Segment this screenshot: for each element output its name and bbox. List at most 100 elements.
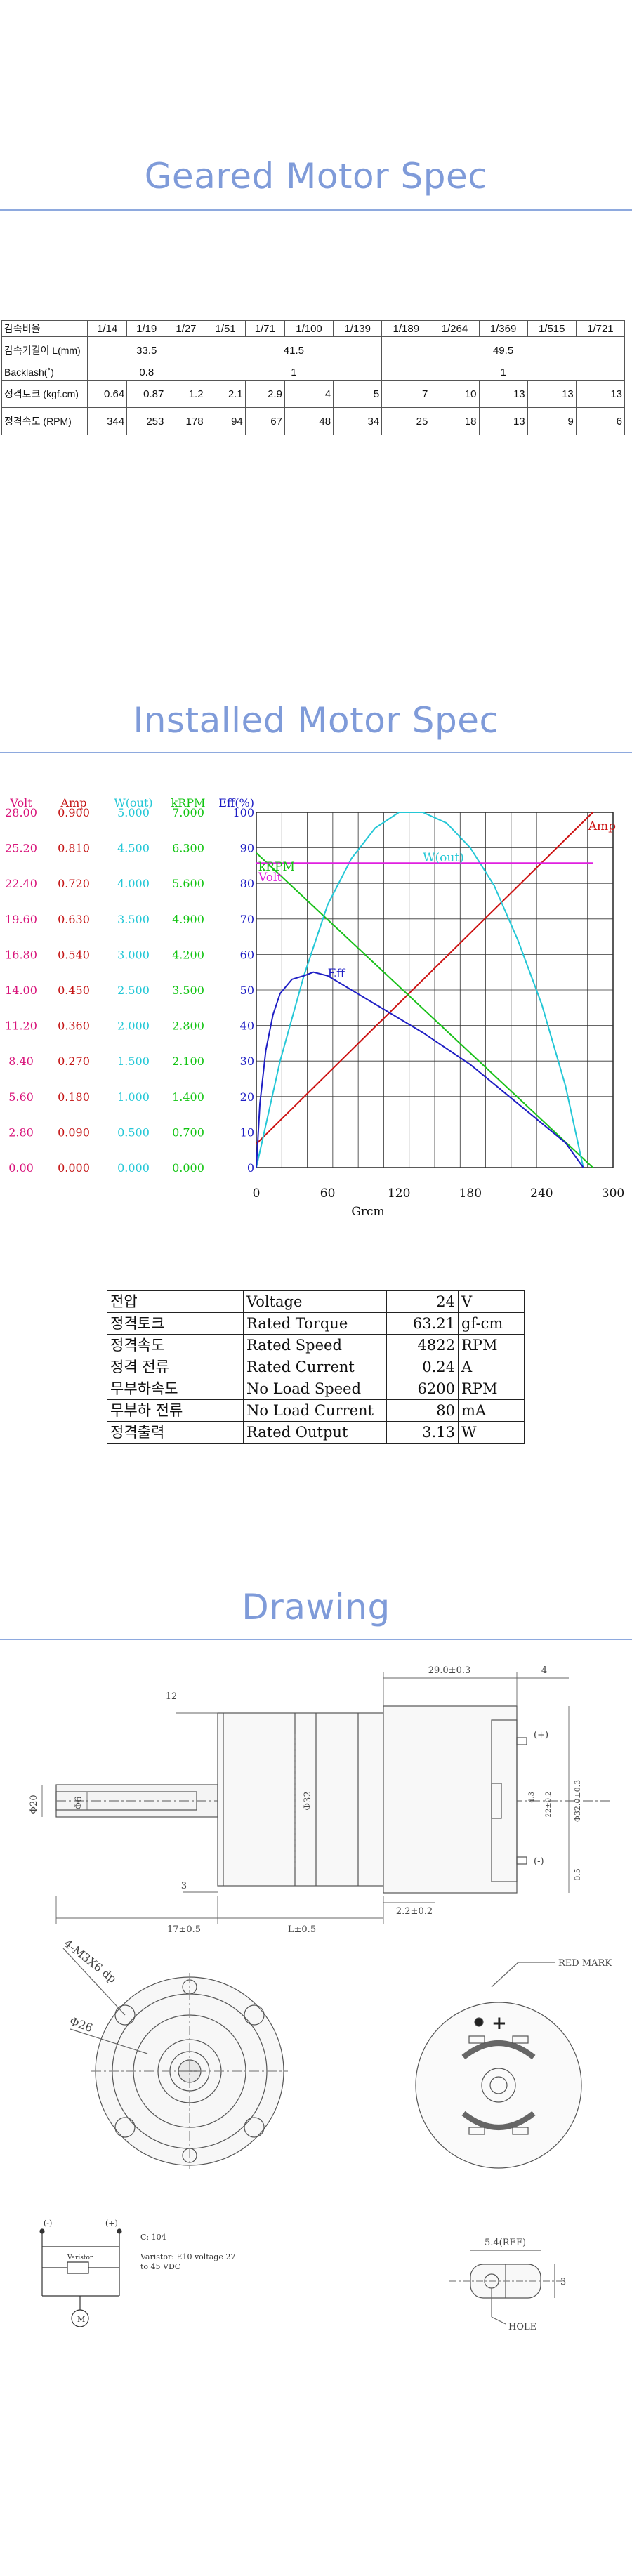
rated-en-cell: Rated Torque [243, 1312, 387, 1335]
ratio-cell: 1/369 [478, 320, 528, 337]
dim-l: L±0.5 [288, 1924, 316, 1935]
section-divider [0, 209, 632, 211]
ratio-cell: 1/27 [166, 320, 206, 337]
rated-unit-cell: RPM [458, 1334, 525, 1356]
length-label: 감속기길이 L(mm) [1, 336, 88, 364]
ratio-cell: 1/139 [333, 320, 383, 337]
dim-phi32: Φ32 [303, 1791, 313, 1810]
terminal-minus [516, 1856, 527, 1865]
table-row: 감속기길이 L(mm) 33.5 41.5 49.5 [1, 336, 625, 364]
y-tick-label: 3.000 [117, 948, 150, 961]
dim-22: 2.2±0.2 [396, 1906, 433, 1917]
speed-cell: 34 [333, 407, 383, 435]
x-tick-label: 0 [253, 1187, 261, 1201]
y-tick-label: 10 [240, 1125, 254, 1139]
y-tick-label: 0.270 [58, 1055, 90, 1068]
motor-drawing: 29.0±0.3 4 12 17±0.5 L±0.5 3 2.2±0.2 (+)… [29, 1665, 612, 2332]
torque-cell: 7 [381, 380, 431, 408]
dim-side1: 22±0.2 [545, 1791, 553, 1817]
rated-en-cell: No Load Speed [243, 1378, 387, 1400]
rated-unit-cell: RPM [458, 1378, 525, 1400]
y-tick-label: 40 [240, 1019, 254, 1033]
rated-kr-cell: 무부하속도 [107, 1378, 244, 1400]
y-tick-label: 0.720 [58, 877, 90, 890]
length-cell: 41.5 [205, 336, 383, 364]
series-line [256, 852, 593, 1168]
speed-cell: 6 [575, 407, 626, 435]
rated-kr-cell: 정격속도 [107, 1334, 244, 1356]
dim-phi32b: Φ32.0±0.3 [573, 1780, 582, 1822]
y-tick-label: 28.00 [5, 806, 37, 819]
table-row: 정격 전류 Rated Current 0.24 A [107, 1356, 525, 1378]
speed-cell: 25 [381, 407, 431, 435]
y-tick-label: 100 [232, 806, 254, 819]
axis-header: W(out) [114, 796, 152, 810]
rated-value-cell: 63.21 [386, 1312, 459, 1335]
circuit-plus: (+) [105, 2219, 118, 2228]
y-tick-label: 2.80 [8, 1125, 34, 1139]
y-tick-label: 0.180 [58, 1090, 90, 1104]
y-tick-label: 0.540 [58, 948, 90, 961]
dim-4: 4 [541, 1665, 547, 1676]
y-tick-label: 0.700 [172, 1125, 204, 1139]
torque-label: 정격토크 (kgf.cm) [1, 380, 88, 408]
y-tick-label: 4.500 [117, 842, 150, 855]
speed-cell: 48 [284, 407, 334, 435]
length-cell: 49.5 [381, 336, 625, 364]
dim-17: 17±0.5 [167, 1924, 201, 1935]
side-view: 29.0±0.3 4 12 17±0.5 L±0.5 3 2.2±0.2 (+)… [29, 1665, 611, 1935]
y-tick-label: 50 [240, 984, 254, 997]
backlash-label: Backlash(˚) [1, 364, 88, 381]
backlash-cell: 0.8 [87, 364, 206, 381]
terminal-block [491, 1783, 502, 1819]
speed-cell: 67 [244, 407, 285, 435]
x-tick-label: 180 [459, 1187, 482, 1201]
table-row: 감속비율 1/14 1/19 1/27 1/51 1/71 1/100 1/13… [1, 320, 626, 337]
dim-phi26: Φ26 [68, 2014, 95, 2035]
y-tick-label: 4.900 [172, 913, 204, 926]
rated-en-cell: Rated Current [243, 1356, 387, 1378]
speed-cell: 94 [205, 407, 246, 435]
y-tick-label: 6.300 [172, 842, 204, 855]
rated-en-cell: Voltage [243, 1290, 387, 1313]
backlash-cell: 1 [205, 364, 383, 381]
axis-header: Amp [60, 796, 87, 810]
rear-view: RED MARK + [415, 1958, 612, 2169]
motor-symbol [71, 2309, 89, 2327]
y-tick-label: 1.400 [172, 1090, 204, 1104]
gear-spec-table: 감속비율 1/14 1/19 1/27 1/51 1/71 1/100 1/13… [1, 320, 626, 435]
mount-hole [244, 2117, 265, 2138]
y-tick-label: 5.600 [172, 877, 204, 890]
y-tick-label: 0.000 [172, 1161, 204, 1175]
front-view: 4-M3X6 dp Φ26 [62, 1936, 288, 2169]
rated-value-cell: 0.24 [386, 1356, 459, 1378]
dim-3: 3 [181, 1881, 187, 1891]
y-tick-label: 14.00 [5, 984, 37, 997]
motor-label: M [77, 2315, 85, 2324]
torque-cell: 2.1 [205, 380, 246, 408]
y-tick-label: 3.500 [117, 913, 150, 926]
ratio-cell: 1/51 [205, 320, 246, 337]
y-tick-label: 1.000 [117, 1090, 150, 1104]
red-mark-label: RED MARK [558, 1958, 612, 1969]
rated-value-cell: 80 [386, 1399, 459, 1422]
table-row: Backlash(˚) 0.8 1 1 [1, 364, 625, 381]
ratio-cell: 1/189 [381, 320, 431, 337]
ratio-cell: 1/721 [575, 320, 626, 337]
dim-phi6: Φ6 [74, 1797, 84, 1810]
rated-spec-table: 전압 Voltage 24 V 정격토크 Rated Torque 63.21 gf-cm 정격… [107, 1290, 525, 1444]
motor-body [383, 1705, 518, 1894]
y-tick-label: 80 [240, 877, 254, 890]
y-tick-label: 70 [240, 913, 254, 926]
table-row: 정격출력 Rated Output 3.13 W [107, 1421, 525, 1444]
torque-cell: 13 [527, 380, 577, 408]
rated-kr-cell: 전압 [107, 1290, 244, 1313]
torque-cell: 5 [333, 380, 383, 408]
y-tick-label: 0.000 [58, 1161, 90, 1175]
series-label: kRPM [258, 860, 295, 874]
y-tick-label: 0 [247, 1161, 254, 1175]
section-divider [0, 1639, 632, 1640]
torque-cell: 2.9 [244, 380, 285, 408]
rated-kr-cell: 정격출력 [107, 1421, 244, 1444]
y-tick-label: 0.000 [117, 1161, 150, 1175]
